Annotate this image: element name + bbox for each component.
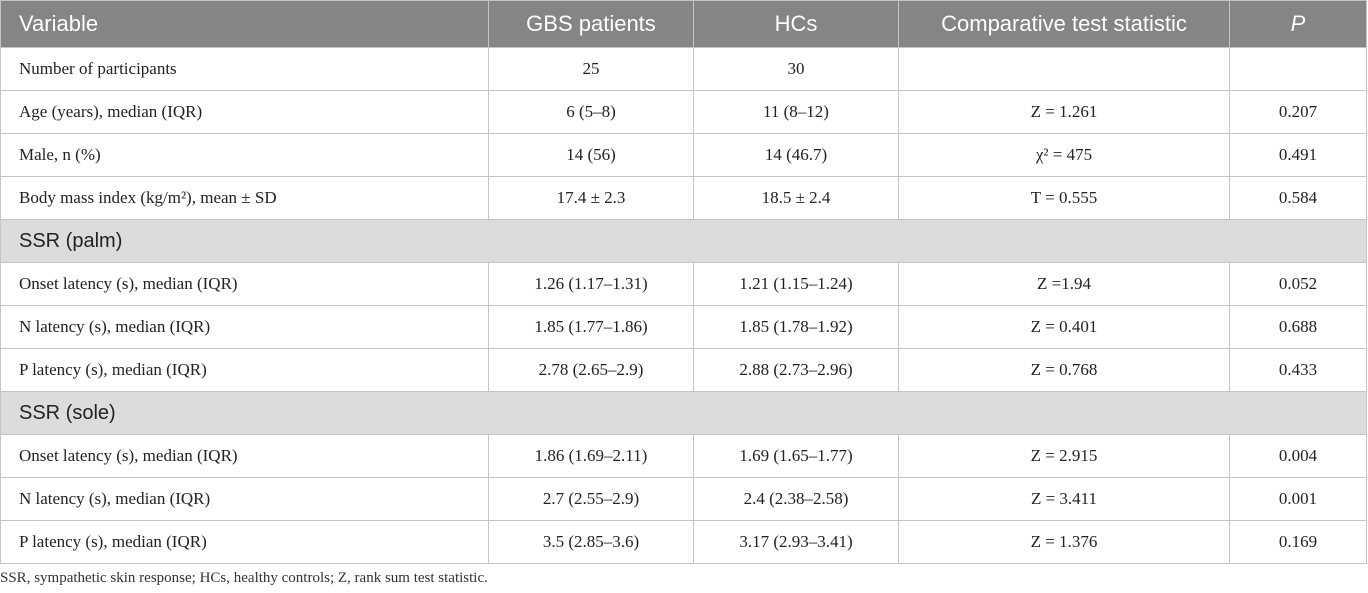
header-cell: Comparative test statistic bbox=[898, 0, 1230, 48]
cell: 0.207 bbox=[1229, 90, 1367, 134]
cell bbox=[898, 47, 1230, 91]
row-label: Onset latency (s), median (IQR) bbox=[0, 434, 489, 478]
data-row: N latency (s), median (IQR) 1.85 (1.77–1.… bbox=[0, 305, 1367, 349]
header-cell: HCs bbox=[693, 0, 899, 48]
cell: 2.4 (2.38–2.58) bbox=[693, 477, 899, 521]
row-label: P latency (s), median (IQR) bbox=[0, 520, 489, 564]
row-label: P latency (s), median (IQR) bbox=[0, 348, 489, 392]
section-cell: SSR (sole) bbox=[0, 391, 1367, 435]
cell: Z = 2.915 bbox=[898, 434, 1230, 478]
data-row: P latency (s), median (IQR) 3.5 (2.85–3.6… bbox=[0, 520, 1367, 564]
cell: Z =1.94 bbox=[898, 262, 1230, 306]
cell: Z = 1.261 bbox=[898, 90, 1230, 134]
cell: 2.7 (2.55–2.9) bbox=[488, 477, 694, 521]
cell: 0.491 bbox=[1229, 133, 1367, 177]
cell: 0.004 bbox=[1229, 434, 1367, 478]
data-row: N latency (s), median (IQR) 2.7 (2.55–2.9… bbox=[0, 477, 1367, 521]
data-row: Onset latency (s), median (IQR) 1.86 (1.6… bbox=[0, 434, 1367, 478]
cell: 0.584 bbox=[1229, 176, 1367, 220]
row-label: Body mass index (kg/m²), mean ± SD bbox=[0, 176, 489, 220]
section-cell: SSR (palm) bbox=[0, 219, 1367, 263]
cell: 2.78 (2.65–2.9) bbox=[488, 348, 694, 392]
cell: 1.69 (1.65–1.77) bbox=[693, 434, 899, 478]
cell: 1.85 (1.77–1.86) bbox=[488, 305, 694, 349]
data-row: Number of participants 25 30 bbox=[0, 47, 1367, 91]
cell bbox=[1229, 47, 1367, 91]
table-body: Number of participants 25 30 Age (years), m… bbox=[0, 47, 1367, 564]
cell: 1.85 (1.78–1.92) bbox=[693, 305, 899, 349]
cell: Z = 3.411 bbox=[898, 477, 1230, 521]
cell: 2.88 (2.73–2.96) bbox=[693, 348, 899, 392]
row-label: N latency (s), median (IQR) bbox=[0, 305, 489, 349]
cell: 1.21 (1.15–1.24) bbox=[693, 262, 899, 306]
row-label: Onset latency (s), median (IQR) bbox=[0, 262, 489, 306]
footnote: SSR, sympathetic skin response; HCs, hea… bbox=[0, 570, 488, 586]
data-row: Onset latency (s), median (IQR) 1.26 (1.1… bbox=[0, 262, 1367, 306]
cell: 17.4 ± 2.3 bbox=[488, 176, 694, 220]
data-row: Age (years), median (IQR) 6 (5–8) 11 (8–12… bbox=[0, 90, 1367, 134]
data-table: Variable GBS patients HCs Comparative test … bbox=[0, 0, 1367, 564]
data-row: Male, n (%) 14 (56) 14 (46.7) χ² = 475 0.491 bbox=[0, 133, 1367, 177]
cell: 0.052 bbox=[1229, 262, 1367, 306]
cell: 3.5 (2.85–3.6) bbox=[488, 520, 694, 564]
cell: Z = 0.401 bbox=[898, 305, 1230, 349]
row-label: Age (years), median (IQR) bbox=[0, 90, 489, 134]
cell: Z = 1.376 bbox=[898, 520, 1230, 564]
cell: 14 (56) bbox=[488, 133, 694, 177]
cell: 0.169 bbox=[1229, 520, 1367, 564]
header-cell: Variable bbox=[0, 0, 489, 48]
cell: 30 bbox=[693, 47, 899, 91]
cell: 11 (8–12) bbox=[693, 90, 899, 134]
row-label: Male, n (%) bbox=[0, 133, 489, 177]
cell: χ² = 475 bbox=[898, 133, 1230, 177]
cell: 0.688 bbox=[1229, 305, 1367, 349]
row-label: Number of participants bbox=[0, 47, 489, 91]
header-cell: GBS patients bbox=[488, 0, 694, 48]
header-cell: P bbox=[1229, 0, 1367, 48]
header-row: Variable GBS patients HCs Comparative test … bbox=[0, 0, 1367, 48]
cell: 0.433 bbox=[1229, 348, 1367, 392]
cell: 14 (46.7) bbox=[693, 133, 899, 177]
section-row: SSR (sole) bbox=[0, 391, 1367, 435]
cell: 6 (5–8) bbox=[488, 90, 694, 134]
cell: 1.26 (1.17–1.31) bbox=[488, 262, 694, 306]
data-row: P latency (s), median (IQR) 2.78 (2.65–2.… bbox=[0, 348, 1367, 392]
cell: 1.86 (1.69–2.11) bbox=[488, 434, 694, 478]
cell: Z = 0.768 bbox=[898, 348, 1230, 392]
cell: 25 bbox=[488, 47, 694, 91]
cell: 3.17 (2.93–3.41) bbox=[693, 520, 899, 564]
cell: 18.5 ± 2.4 bbox=[693, 176, 899, 220]
row-label: N latency (s), median (IQR) bbox=[0, 477, 489, 521]
section-row: SSR (palm) bbox=[0, 219, 1367, 263]
data-row: Body mass index (kg/m²), mean ± SD 17.4 ±… bbox=[0, 176, 1367, 220]
cell: T = 0.555 bbox=[898, 176, 1230, 220]
cell: 0.001 bbox=[1229, 477, 1367, 521]
